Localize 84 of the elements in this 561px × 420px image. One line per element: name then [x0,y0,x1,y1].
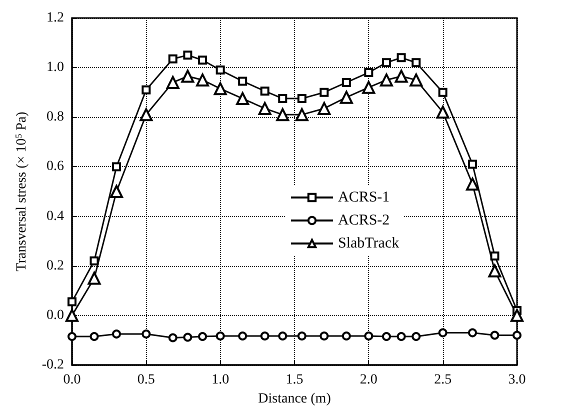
point [140,108,153,122]
point [166,76,180,89]
point [297,332,306,340]
point [278,94,288,104]
point [216,332,225,340]
point [340,90,353,104]
point [512,330,522,340]
point [382,332,391,341]
y-tick-label: 0.8 [46,110,64,125]
point [410,73,423,86]
point [238,332,248,340]
x-tick-label: 0.0 [63,372,81,388]
legend-label: SlabTrack [338,236,400,252]
x-tick-label: 2.0 [360,372,378,388]
x-tick-label: 2.5 [434,372,452,388]
y-tick-label: -0.2 [42,358,64,372]
point [297,94,306,104]
point [90,256,99,266]
point [468,160,477,169]
point [320,332,329,340]
point [258,102,272,115]
point [380,73,393,86]
point [260,86,270,96]
point [198,56,208,65]
point [110,185,123,198]
x-tick-label: 1.5 [286,372,304,388]
point [260,332,270,340]
point [198,332,208,341]
point [342,332,351,340]
point [276,108,290,122]
point [318,102,331,115]
point [112,330,121,339]
y-tick-label: 0.0 [46,308,64,323]
point [236,92,250,106]
point [438,88,448,97]
point [412,58,421,68]
y-tick-label: 1.0 [46,60,64,76]
point [90,332,99,341]
x-axis-title: Distance (m) [258,391,332,406]
legend-label: ACRS-2 [338,212,390,228]
point [468,328,477,338]
point [394,70,408,83]
point [342,78,351,87]
point [196,73,210,86]
point [181,70,194,83]
x-tick-label: 1.0 [212,372,230,388]
x-tick-label: 0.5 [137,372,155,388]
point [364,332,374,340]
point [362,80,376,94]
point [436,106,450,119]
point [183,50,192,60]
point [112,162,121,172]
point [320,88,329,97]
point [214,82,227,96]
point [364,68,374,78]
x-tick-label: 3.0 [508,372,526,388]
point [466,178,479,191]
point [168,333,178,342]
point [68,297,76,306]
legend-label: ACRS-1 [338,190,390,206]
point [412,332,421,341]
point [396,332,406,341]
point [68,332,76,341]
point [216,66,225,75]
point [168,54,178,64]
point [142,85,151,94]
y-tick-label: 1.2 [46,10,64,26]
point [142,330,151,339]
point [183,332,192,342]
point [490,330,500,340]
point [396,53,406,62]
point [510,308,524,322]
point [278,332,288,340]
y-tick-label: 0.6 [46,159,64,174]
y-tick-label: 0.4 [46,208,64,224]
y-tick-label: 0.2 [46,258,64,274]
point [238,76,248,86]
point [88,272,101,285]
point [490,251,500,260]
point [295,108,308,122]
point [382,58,391,68]
y-axis-title: Transversal stress (× 105 Pa) [14,111,30,272]
point [438,328,448,338]
point [488,264,502,278]
